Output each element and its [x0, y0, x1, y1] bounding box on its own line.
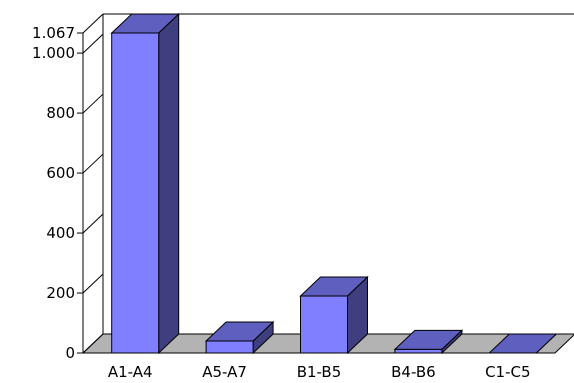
- y-axis: 0 200 400 600 800 1.000 1.067: [32, 13, 104, 362]
- y-tick-label: 200: [46, 284, 75, 302]
- bar-top: [488, 333, 558, 354]
- y-tick-depth: [82, 273, 104, 294]
- bar-front: [394, 348, 443, 354]
- y-tick-depth: [82, 33, 104, 54]
- bars-group: [110, 12, 558, 355]
- bar: [299, 275, 369, 355]
- y-tick-depth: [82, 13, 104, 34]
- chart-frame: [102, 13, 574, 334]
- bar-front: [300, 295, 348, 354]
- bar-front: [111, 32, 160, 354]
- x-category-label: A1-A4: [108, 363, 153, 381]
- x-axis-labels: A1-A4 A5-A7 B1-B5 B4-B6 C1-C5: [108, 363, 531, 381]
- y-tick-label: 600: [46, 164, 75, 182]
- bar: [393, 329, 464, 355]
- y-tick-label: 1.067: [32, 24, 75, 42]
- y-tick-depth: [82, 153, 104, 174]
- x-category-label: B1-B5: [297, 363, 342, 381]
- y-tick-label: 1.000: [32, 44, 75, 62]
- y-tick-label: 800: [46, 104, 75, 122]
- y-tick-depth: [82, 333, 104, 354]
- y-tick-depth: [82, 213, 104, 234]
- bar-side: [158, 12, 180, 355]
- y-tick-label: 0: [65, 344, 75, 362]
- y-tick-label: 400: [46, 224, 75, 242]
- x-category-label: B4-B6: [391, 363, 436, 381]
- y-tick-depth: [82, 93, 104, 114]
- bar-front: [205, 340, 254, 354]
- bar: [488, 333, 558, 354]
- bar: [204, 320, 275, 355]
- bar: [110, 12, 180, 355]
- x-category-label: A5-A7: [202, 363, 247, 381]
- x-category-label: C1-C5: [485, 363, 530, 381]
